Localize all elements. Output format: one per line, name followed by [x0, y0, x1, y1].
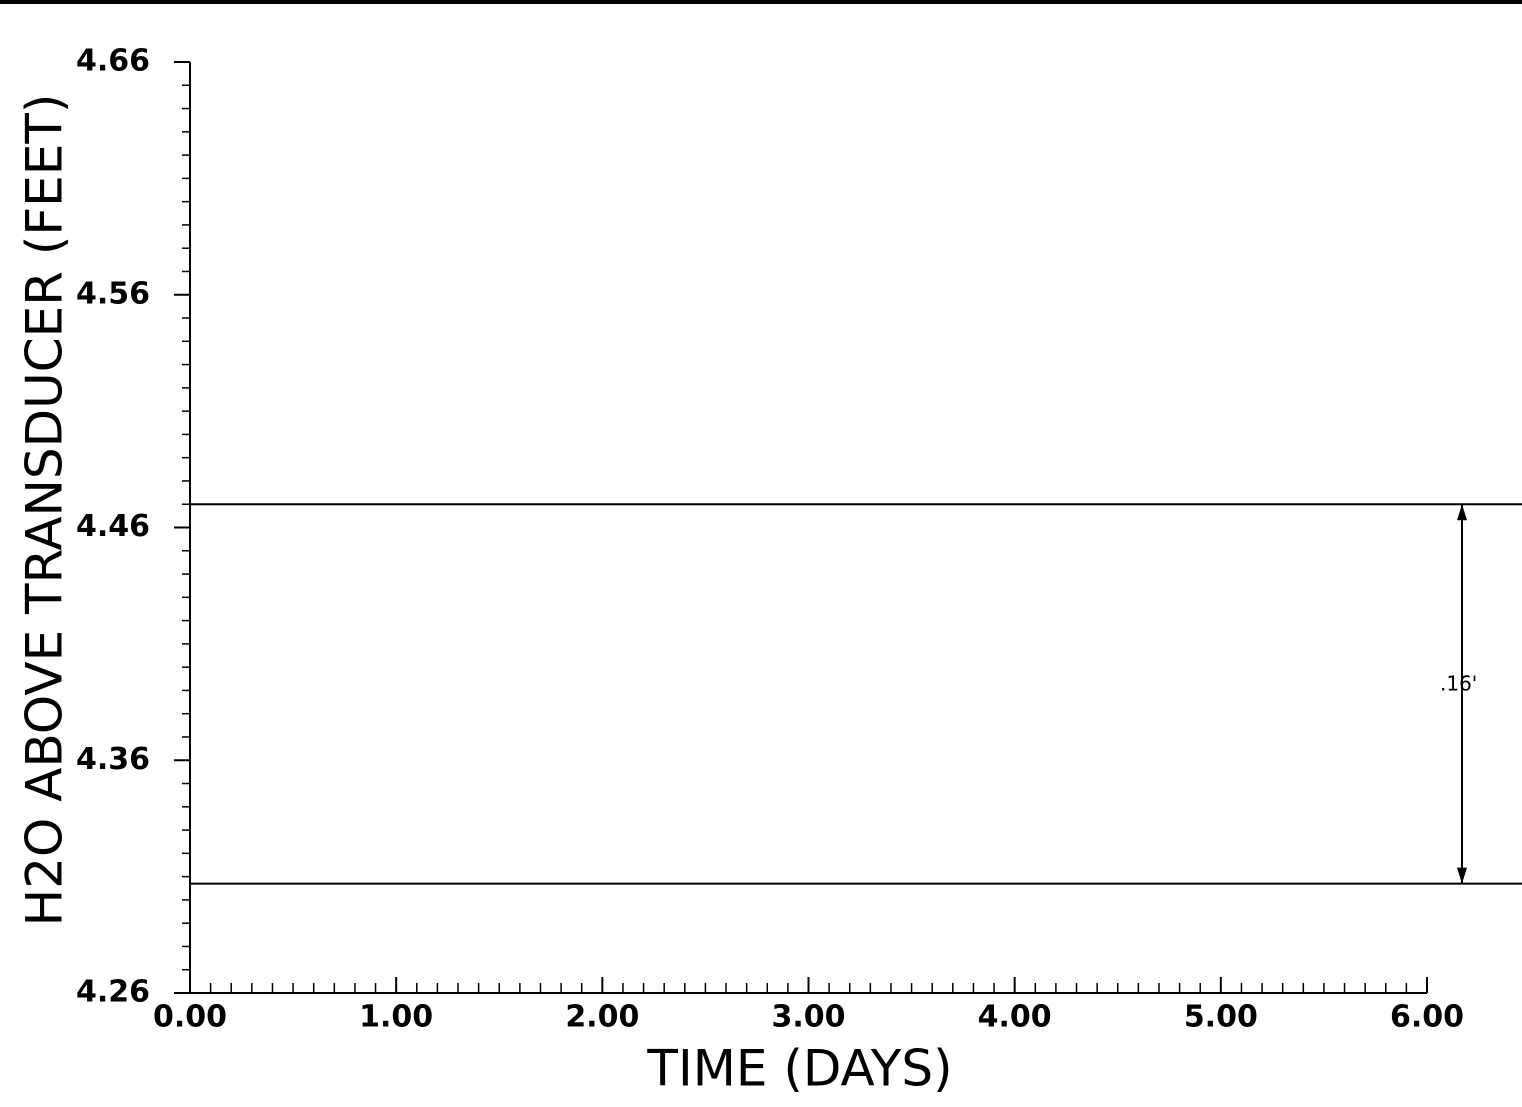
y-tick-label: 4.26: [76, 975, 150, 1010]
x-tick-label: 1.00: [359, 1000, 433, 1035]
y-tick-label: 4.36: [76, 742, 150, 777]
x-tick-label: 4.00: [978, 1000, 1052, 1035]
x-tick-label: 3.00: [771, 1000, 845, 1035]
annotation: .16': [1440, 672, 1477, 696]
y-tick-label: 4.56: [76, 276, 150, 311]
x-tick-label: 0.00: [153, 1000, 227, 1035]
x-tick-label: 6.00: [1390, 1000, 1464, 1035]
x-tick-label: 2.00: [565, 1000, 639, 1035]
x-axis-title: TIME (DAYS): [646, 1040, 952, 1098]
top-border: [0, 0, 1522, 4]
arrow-head: [1457, 504, 1467, 521]
y-tick-label: 4.66: [76, 44, 150, 79]
y-axis-title: H2O ABOVE TRANSDUCER (FEET): [16, 94, 74, 927]
arrow-head: [1457, 867, 1467, 884]
y-tick-label: 4.46: [76, 509, 150, 544]
x-tick-label: 5.00: [1184, 1000, 1258, 1035]
